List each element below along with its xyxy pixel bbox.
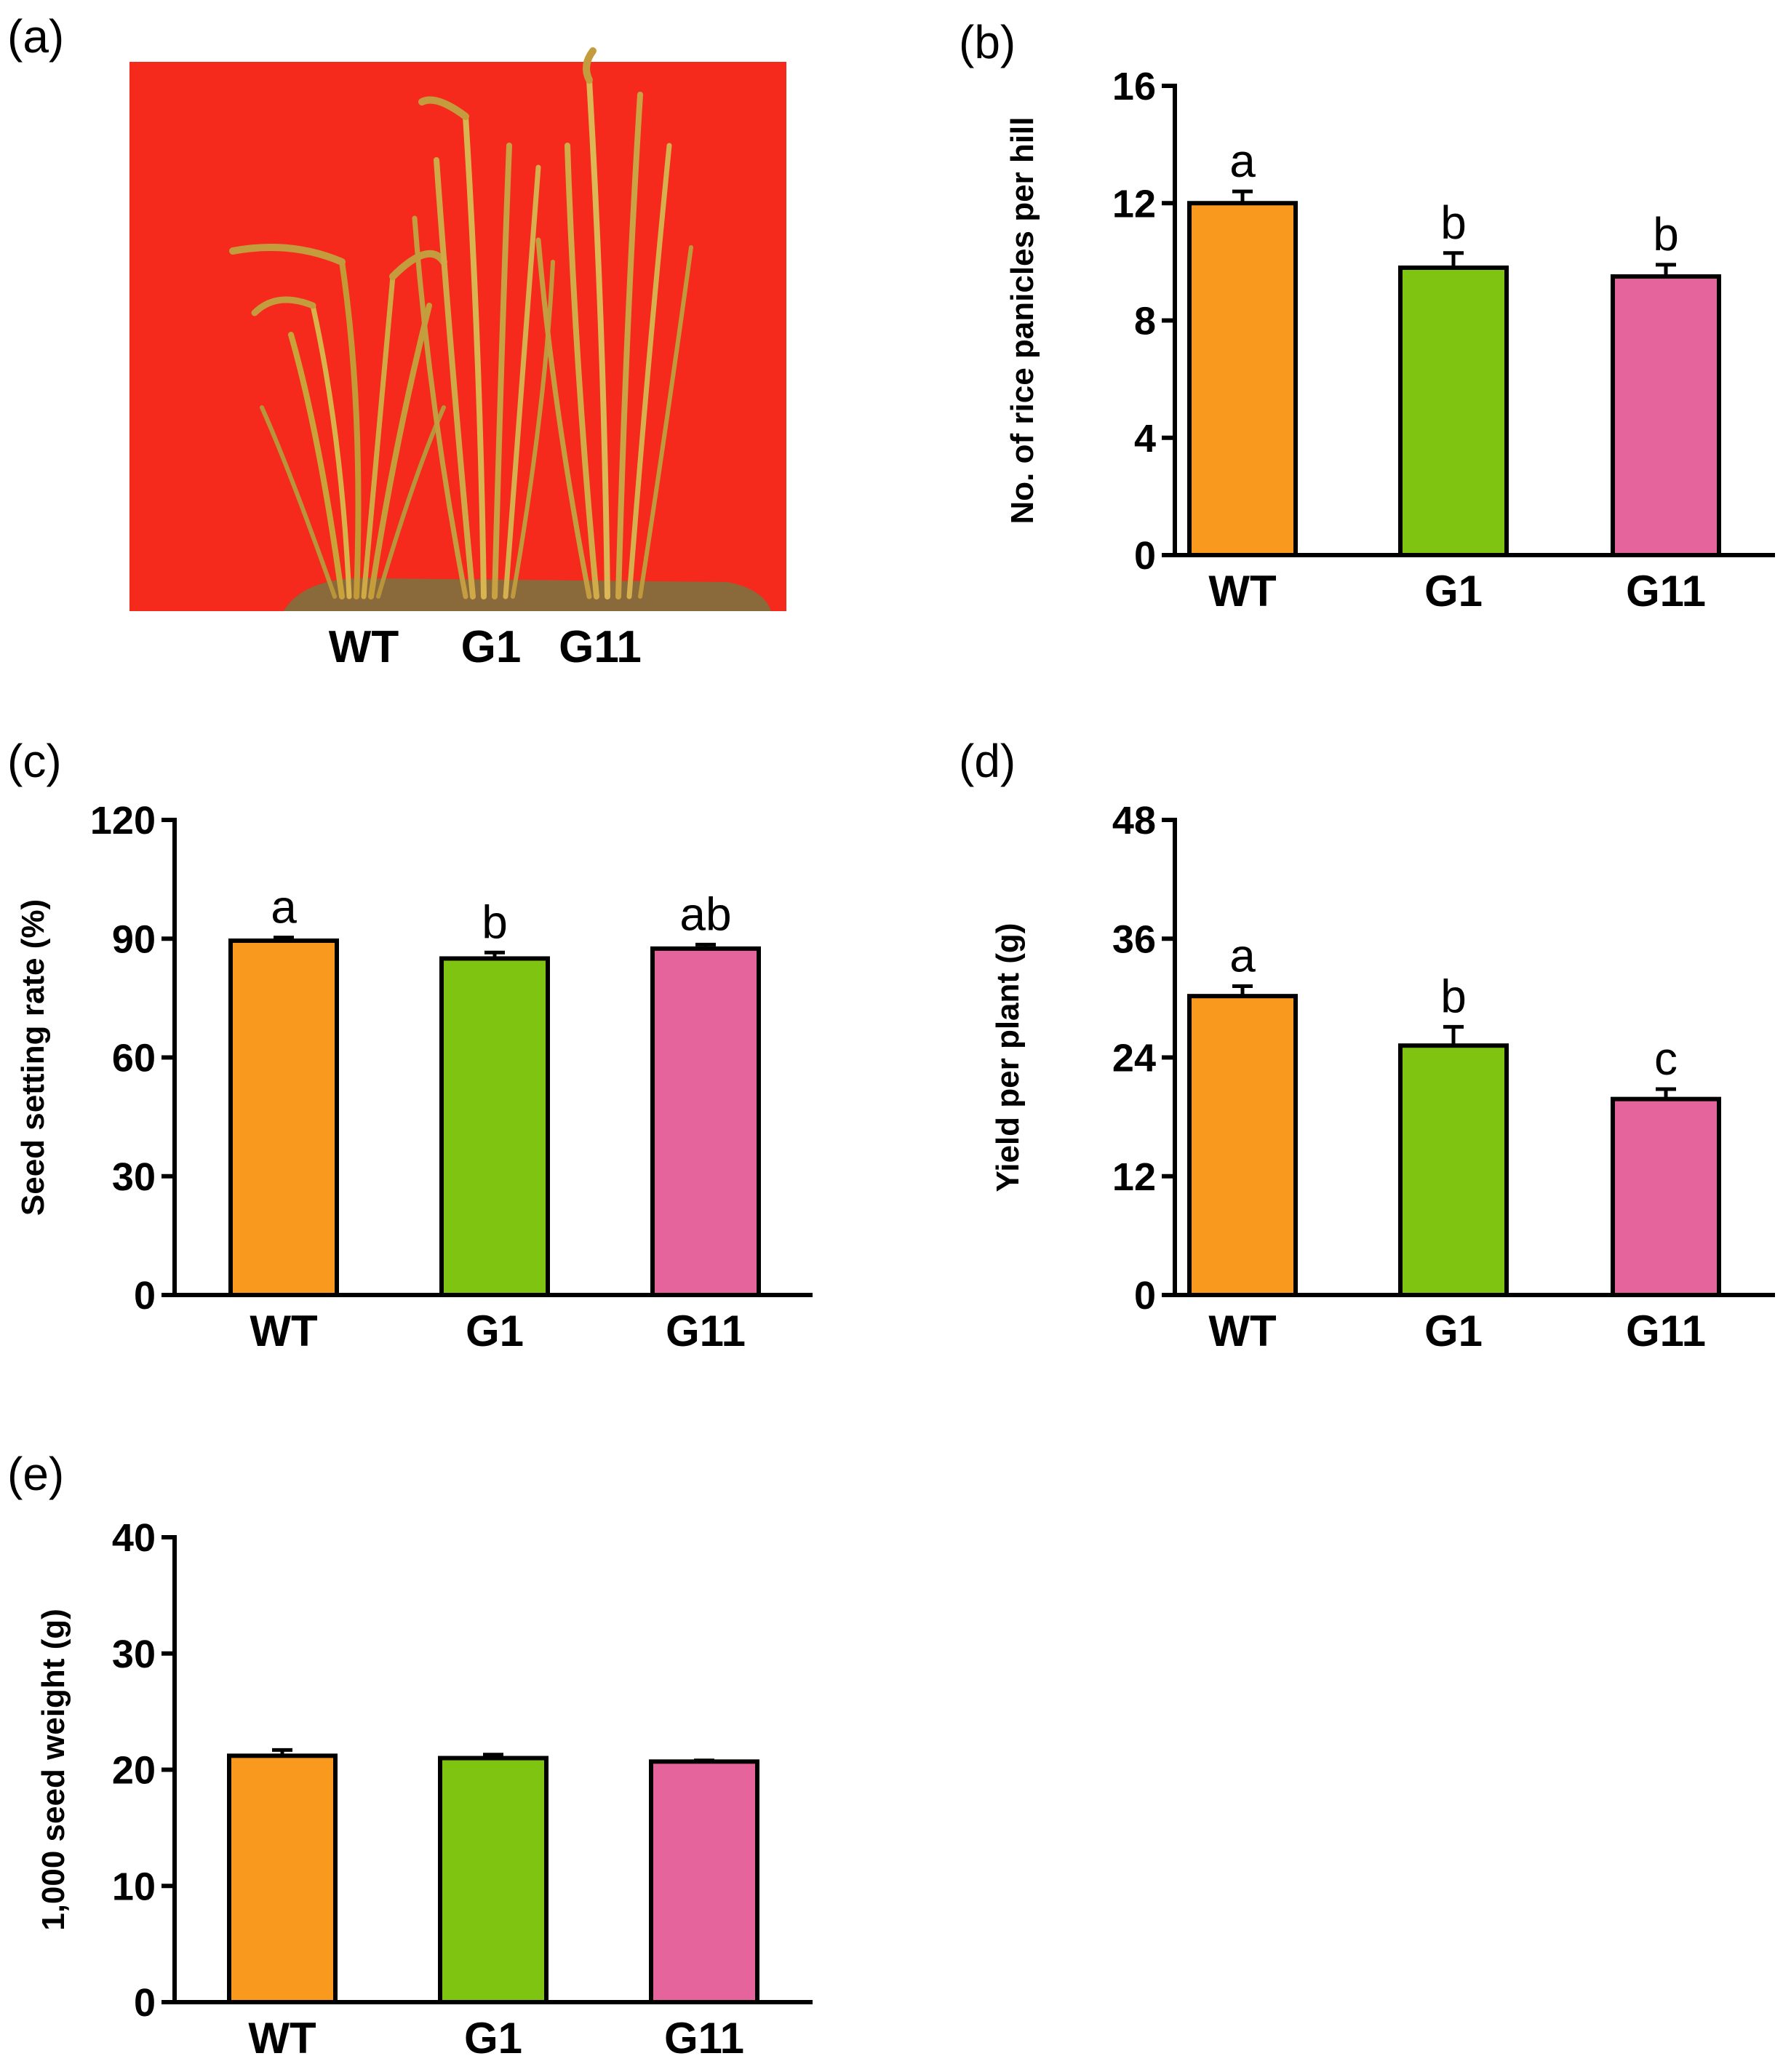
chart-b-bar-g11 <box>1611 274 1721 557</box>
panel-e-letter: (e) <box>7 1448 64 1500</box>
chart-e-ytick-label: 10 <box>112 1865 156 1908</box>
chart-d-ytick-label: 36 <box>1112 917 1156 961</box>
chart-b-ytick-label: 8 <box>1134 300 1156 343</box>
chart-b-ytick-label: 4 <box>1134 417 1156 461</box>
panel-b-letter: (b) <box>959 16 1016 68</box>
chart-c-sig-wt: a <box>271 881 297 933</box>
chart-e-xtick-wt: WT <box>248 2014 316 2063</box>
chart-b-ytick-label: 0 <box>1134 534 1156 578</box>
chart-b-sig-g1: b <box>1440 196 1467 249</box>
chart-c-ytick-label: 30 <box>112 1155 156 1199</box>
chart-d-xtick-wt: WT <box>1208 1307 1276 1355</box>
chart-b-bar-wt <box>1187 201 1298 557</box>
chart-c-bar-wt <box>228 938 339 1297</box>
chart-c: (c) a WT b G1 ab G11 0 30 60 90 120 Seed setting rat… <box>7 735 813 1355</box>
chart-c-ytick-label: 0 <box>134 1274 156 1318</box>
chart-b-ylabel: No. of rice panicles per hill <box>1005 117 1040 525</box>
chart-c-bar-g11 <box>650 946 761 1297</box>
chart-d-xtick-g1: G1 <box>1424 1307 1483 1355</box>
chart-b-xtick-wt: WT <box>1208 567 1276 615</box>
chart-c-ytick-label: 120 <box>90 799 156 842</box>
chart-e-bar-wt <box>227 1753 338 2005</box>
chart-d-xtick-g11: G11 <box>1626 1307 1706 1355</box>
chart-e-bar-g1 <box>438 1756 549 2004</box>
chart-b-ytick-label: 16 <box>1112 65 1156 108</box>
chart-b-sig-g11: b <box>1653 208 1679 260</box>
chart-d-sig-g11: c <box>1654 1032 1678 1085</box>
chart-d-sig-wt: a <box>1229 930 1256 982</box>
chart-d-ytick-label: 12 <box>1112 1155 1156 1199</box>
chart-c-ytick-label: 90 <box>112 917 156 961</box>
photo-label-wt: WT <box>329 622 399 672</box>
photo-background <box>129 62 786 611</box>
soil <box>284 578 771 611</box>
chart-d-sig-g1: b <box>1440 970 1467 1022</box>
chart-b-sig-wt: a <box>1229 135 1256 187</box>
chart-e-bar-g11 <box>649 1759 759 2004</box>
chart-d-bar-g11 <box>1611 1096 1721 1297</box>
panel-a-letter: (a) <box>7 10 64 63</box>
panel-a: (a) <box>7 10 786 672</box>
chart-d-ylabel: Yield per plant (g) <box>990 923 1026 1192</box>
chart-b: (b) a WT b G1 b G11 0 4 8 12 16 No. of rice panicles… <box>959 16 1775 615</box>
chart-e-ytick-label: 30 <box>112 1633 156 1676</box>
chart-c-ytick-label: 60 <box>112 1037 156 1080</box>
chart-b-bar-g1 <box>1398 265 1509 557</box>
chart-c-xtick-wt: WT <box>250 1307 317 1355</box>
chart-c-xtick-g1: G1 <box>466 1307 524 1355</box>
chart-d-bar-g1 <box>1398 1043 1509 1298</box>
chart-b-ytick-label: 12 <box>1112 182 1156 226</box>
photo-label-g1: G1 <box>461 622 522 672</box>
g1-plant <box>412 96 555 599</box>
chart-d: (d) a WT b G1 c G11 0 12 24 36 48 Yield per plant (g… <box>959 735 1775 1355</box>
panel-d-letter: (d) <box>959 735 1016 787</box>
chart-c-sig-g1: b <box>482 896 508 948</box>
chart-e-xtick-g1: G1 <box>464 2014 522 2063</box>
chart-e-ytick-label: 20 <box>112 1749 156 1793</box>
chart-e: (e) WT G1 G11 0 10 20 30 40 1,000 seed weight (g) <box>7 1448 813 2063</box>
chart-e-ytick-label: 0 <box>134 1981 156 2025</box>
chart-d-ytick-label: 0 <box>1134 1274 1156 1318</box>
chart-b-xtick-g1: G1 <box>1424 567 1483 615</box>
chart-d-ytick-label: 24 <box>1112 1037 1156 1080</box>
chart-c-xtick-g11: G11 <box>666 1307 746 1355</box>
rice-plants-photo <box>129 47 786 611</box>
wt-plant <box>229 244 447 599</box>
chart-c-ylabel: Seed setting rate (%) <box>15 899 51 1216</box>
g11-plant <box>535 47 693 599</box>
panel-c-letter: (c) <box>7 735 62 787</box>
chart-d-bar-wt <box>1187 994 1298 1297</box>
chart-c-sig-g11: ab <box>679 888 731 940</box>
chart-d-ytick-label: 48 <box>1112 799 1156 842</box>
chart-c-bar-g1 <box>439 956 550 1298</box>
photo-label-g11: G11 <box>559 622 642 672</box>
chart-e-xtick-g11: G11 <box>664 2014 744 2063</box>
chart-e-ytick-label: 40 <box>112 1516 156 1560</box>
chart-e-ylabel: 1,000 seed weight (g) <box>36 1609 71 1931</box>
chart-b-xtick-g11: G11 <box>1626 567 1706 615</box>
